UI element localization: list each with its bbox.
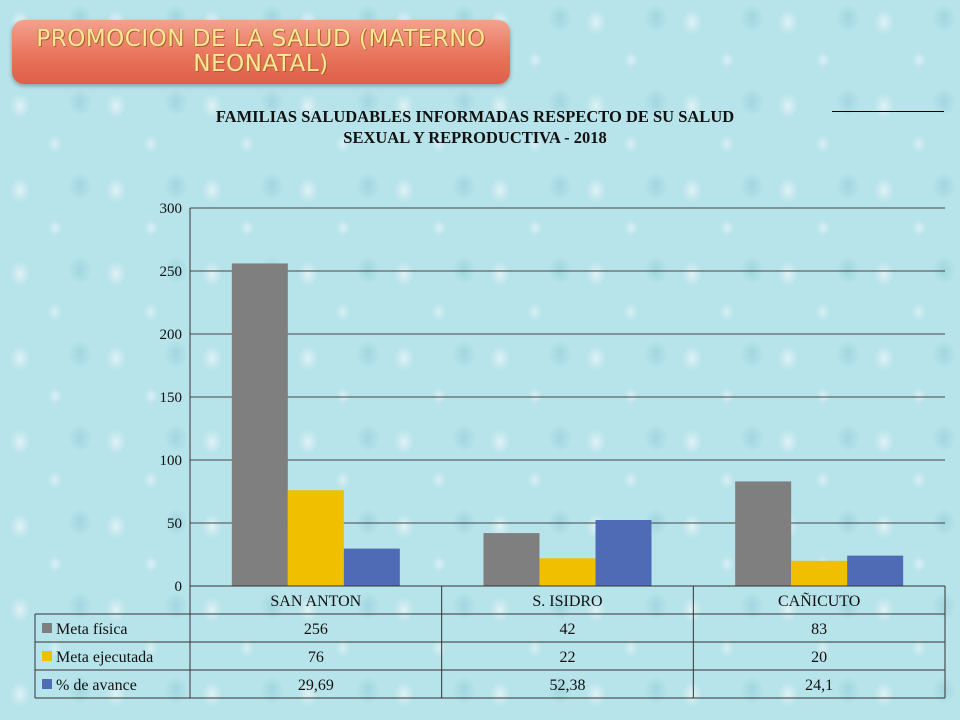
bar bbox=[483, 533, 540, 586]
bar bbox=[595, 520, 652, 586]
chart-title-line-1: FAMILIAS SALUDABLES INFORMADAS RESPECTO … bbox=[215, 107, 735, 126]
legend-label: Meta ejecutada bbox=[56, 649, 153, 666]
slide-title-banner: PROMOCION DE LA SALUD (MATERNO NEONATAL) bbox=[12, 20, 510, 84]
legend-swatch bbox=[42, 679, 52, 689]
y-tick-label: 250 bbox=[160, 264, 183, 280]
bar bbox=[735, 481, 792, 586]
bar bbox=[539, 558, 596, 586]
data-label: 42 bbox=[560, 621, 576, 638]
legend-swatch bbox=[42, 623, 52, 633]
data-label: 20 bbox=[811, 649, 827, 666]
y-tick-label: 300 bbox=[160, 201, 183, 217]
data-label: 22 bbox=[560, 649, 576, 666]
data-label: 29,69 bbox=[298, 677, 334, 694]
legend-label: Meta física bbox=[56, 621, 128, 638]
data-label: 83 bbox=[811, 621, 827, 638]
bar bbox=[231, 263, 288, 586]
slide-title: PROMOCION DE LA SALUD (MATERNO NEONATAL) bbox=[36, 26, 486, 77]
legend-swatch bbox=[42, 651, 52, 661]
data-label: 52,38 bbox=[550, 677, 586, 694]
x-tick-label: CAÑICUTO bbox=[778, 592, 860, 610]
y-tick-label: 200 bbox=[160, 327, 183, 343]
chart-title: FAMILIAS SALUDABLES INFORMADAS RESPECTO … bbox=[60, 106, 890, 148]
bar bbox=[287, 490, 344, 586]
bar bbox=[847, 555, 904, 586]
x-tick-label: S. ISIDRO bbox=[532, 593, 602, 610]
data-label: 256 bbox=[304, 621, 328, 638]
data-label: 24,1 bbox=[805, 677, 833, 694]
chart-title-line-2: SEXUAL Y REPRODUCTIVA - 2018 bbox=[343, 128, 607, 147]
legend-label: % de avance bbox=[56, 677, 137, 694]
data-label: 76 bbox=[308, 649, 324, 666]
x-tick-label: SAN ANTON bbox=[270, 593, 361, 610]
y-tick-label: 100 bbox=[160, 453, 183, 469]
title-rule bbox=[832, 111, 944, 112]
y-tick-label: 150 bbox=[160, 390, 183, 406]
y-tick-label: 50 bbox=[167, 516, 182, 532]
bar bbox=[343, 548, 400, 586]
y-tick-label: 0 bbox=[175, 579, 183, 595]
bar bbox=[791, 560, 848, 586]
